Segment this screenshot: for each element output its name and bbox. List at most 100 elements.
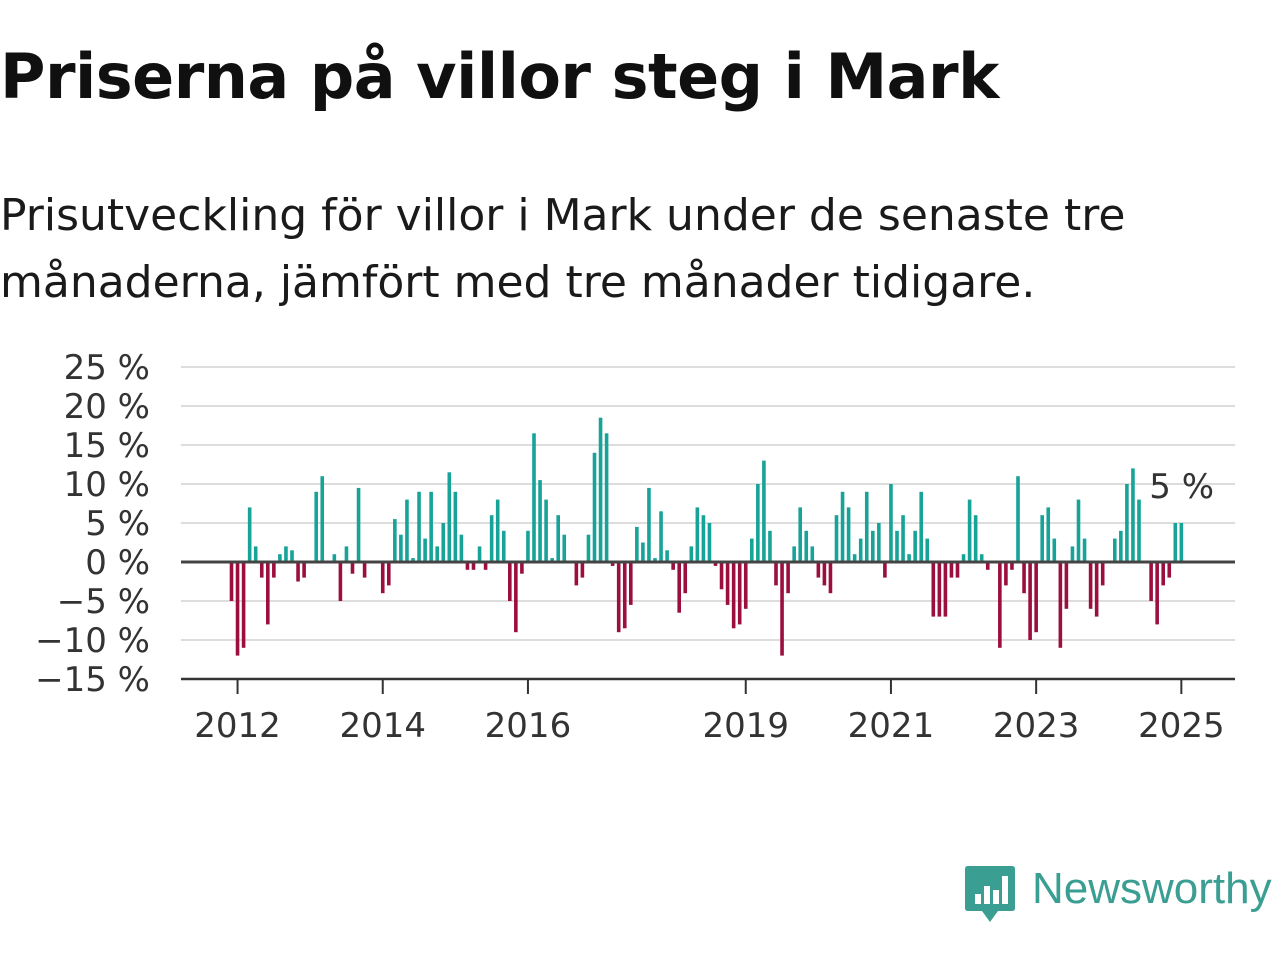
- bar: [296, 562, 300, 582]
- bar: [495, 499, 500, 562]
- bar: [737, 562, 742, 625]
- bar: [671, 562, 675, 570]
- bar: [852, 554, 857, 562]
- bar: [356, 487, 361, 562]
- bar: [604, 433, 609, 562]
- y-tick-label: 10 %: [64, 465, 150, 505]
- bar: [973, 515, 978, 562]
- bar: [586, 534, 591, 562]
- bar: [1070, 546, 1075, 562]
- bar-chart: 25 %20 %15 %10 %5 %0 %−5 %−10 %−15 %2012…: [35, 348, 1235, 746]
- bar: [1034, 562, 1038, 633]
- tick-labels: 25 %20 %15 %10 %5 %0 %−5 %−10 %−15 %2012…: [35, 348, 1224, 746]
- bar: [743, 562, 748, 609]
- chart-subtitle: Prisutveckling för villor i Mark under d…: [0, 190, 1126, 308]
- bar: [792, 546, 796, 562]
- bar: [1137, 499, 1141, 562]
- bar: [477, 546, 482, 562]
- bar: [1016, 476, 1020, 562]
- bar: [967, 499, 972, 562]
- bar: [423, 538, 427, 562]
- bar: [616, 562, 621, 633]
- bar: [1076, 499, 1081, 562]
- bar: [864, 491, 869, 562]
- x-tick-label: 2023: [993, 706, 1080, 746]
- bar: [731, 562, 736, 629]
- bar: [719, 562, 724, 590]
- bar: [907, 554, 911, 562]
- bar: [362, 562, 367, 578]
- bar: [1028, 562, 1032, 640]
- bar: [259, 562, 264, 578]
- bar: [877, 523, 881, 562]
- bar: [641, 542, 645, 562]
- bar: [780, 562, 784, 656]
- bar: [798, 507, 802, 562]
- x-tick-label: 2025: [1138, 706, 1225, 746]
- bar: [768, 530, 772, 562]
- bar: [1058, 562, 1063, 648]
- bar: [756, 484, 760, 562]
- bar: [1119, 530, 1123, 562]
- x-tick-label: 2014: [339, 706, 426, 746]
- y-tick-label: 15 %: [64, 426, 150, 466]
- bar: [405, 499, 409, 562]
- bar: [998, 562, 1002, 648]
- bar: [453, 491, 458, 562]
- bar: [647, 487, 651, 562]
- bar: [526, 530, 530, 562]
- bar: [677, 562, 681, 613]
- bar: [871, 530, 875, 562]
- bar: [411, 558, 415, 562]
- bar: [447, 472, 452, 562]
- bar: [979, 554, 984, 562]
- bar: [635, 526, 639, 562]
- bar: [320, 476, 325, 562]
- bar: [883, 562, 887, 578]
- bar: [822, 562, 827, 586]
- bar: [653, 558, 657, 562]
- bar: [387, 562, 391, 586]
- bar: [471, 562, 476, 570]
- bar: [786, 562, 790, 594]
- bar: [1010, 562, 1014, 570]
- bar: [441, 523, 446, 562]
- bar: [901, 515, 905, 562]
- bar: [858, 538, 863, 562]
- bar: [465, 562, 470, 570]
- bar: [610, 562, 615, 566]
- bar: [253, 546, 258, 562]
- axes: [181, 560, 1235, 694]
- bar: [580, 562, 585, 578]
- bar: [592, 452, 597, 562]
- y-tick-label: 5 %: [85, 504, 150, 544]
- y-tick-label: 0 %: [85, 543, 150, 583]
- newsworthy-logo-icon: [965, 866, 1015, 922]
- y-tick-label: 20 %: [64, 387, 150, 427]
- bar: [713, 562, 718, 566]
- bar: [489, 515, 494, 562]
- bar: [762, 460, 766, 562]
- bar: [435, 546, 439, 562]
- bar: [695, 507, 700, 562]
- bar: [895, 530, 899, 562]
- bar: [429, 491, 433, 562]
- bar: [846, 507, 851, 562]
- bar: [459, 534, 464, 562]
- bar: [1161, 562, 1165, 586]
- chart-title: Priserna på villor steg i Mark: [0, 40, 999, 113]
- bars: [229, 417, 1184, 656]
- bar: [520, 562, 524, 574]
- y-tick-label: −15 %: [35, 660, 150, 700]
- bar: [955, 562, 960, 578]
- bar: [284, 546, 288, 562]
- bar: [1022, 562, 1026, 594]
- x-tick-label: 2019: [702, 706, 789, 746]
- bar: [393, 519, 397, 562]
- bar: [701, 515, 706, 562]
- bar: [278, 554, 282, 562]
- bar: [937, 562, 942, 617]
- bar: [417, 491, 421, 562]
- y-tick-label: 25 %: [64, 348, 150, 388]
- bar: [332, 554, 337, 562]
